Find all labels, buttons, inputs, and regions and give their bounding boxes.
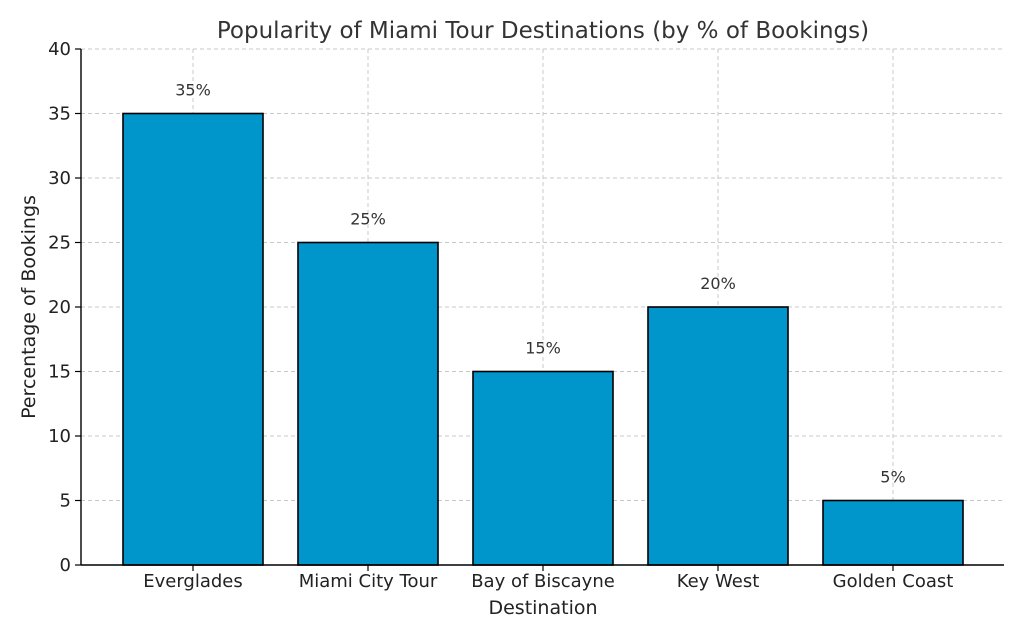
y-axis-label: Percentage of Bookings: [18, 195, 40, 419]
x-tick-label: Bay of Biscayne: [471, 571, 615, 592]
x-axis-label: Destination: [488, 597, 597, 619]
data-label: 15%: [525, 339, 561, 358]
bar-bay-of-biscayne: [472, 370, 614, 566]
y-tick-label: 15: [48, 362, 71, 383]
y-tick-label: 20: [48, 297, 71, 318]
x-tick-label: Golden Coast: [833, 571, 954, 592]
data-label: 20%: [700, 274, 736, 293]
data-label: 35%: [175, 81, 211, 100]
data-label: 25%: [350, 210, 386, 229]
y-tick-label: 25: [48, 233, 71, 254]
chart-title: Popularity of Miami Tour Destinations (b…: [217, 18, 869, 44]
labels: 0 5 10 15 20 25 30 35 40 35% Everglades 25% Miami Ci…: [48, 39, 953, 592]
y-tick-label: 10: [48, 426, 71, 447]
bars: [122, 112, 964, 566]
bar-key-west: [647, 306, 789, 566]
y-tick-label: 5: [60, 491, 71, 512]
y-tick-label: 30: [48, 168, 71, 189]
bar-golden-coast: [822, 499, 964, 566]
bar-miami-city-tour: [297, 241, 439, 566]
data-label: 5%: [880, 468, 905, 487]
x-tick-label: Key West: [677, 571, 760, 592]
y-tick-label: 0: [60, 555, 71, 576]
x-tick-label: Miami City Tour: [299, 571, 438, 592]
x-tick-label: Everglades: [143, 571, 243, 592]
y-tick-label: 35: [48, 104, 71, 125]
axes: [75, 48, 1004, 571]
y-tick-label: 40: [48, 39, 71, 60]
bar-everglades: [122, 112, 264, 566]
